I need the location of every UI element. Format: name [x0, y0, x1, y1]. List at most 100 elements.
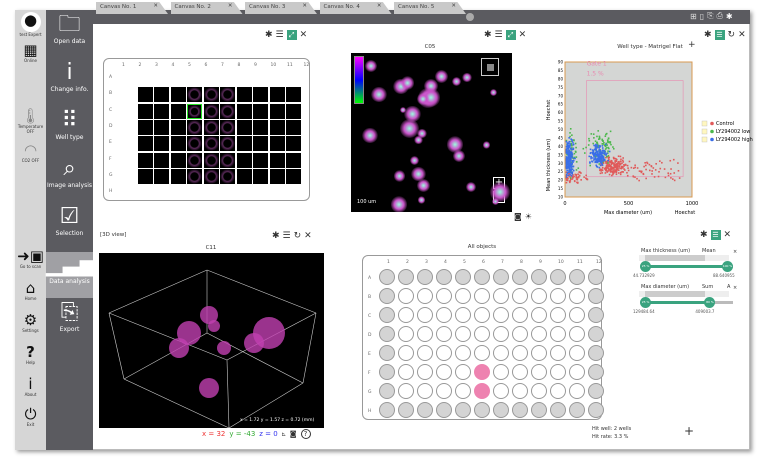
well[interactable] — [550, 345, 566, 361]
well[interactable] — [569, 383, 585, 399]
3d-view[interactable] — [99, 253, 324, 428]
well-thumbnail[interactable] — [187, 152, 202, 168]
well[interactable] — [550, 269, 566, 285]
nav-image-analysis[interactable]: ⌕ Image analysis — [46, 156, 93, 202]
well-thumbnail[interactable] — [269, 87, 285, 103]
list-icon[interactable]: ☰ — [282, 231, 291, 241]
fit-icon[interactable]: ⤢ — [505, 30, 516, 40]
well[interactable] — [474, 402, 490, 418]
well-thumbnail[interactable] — [187, 87, 202, 103]
fit-icon[interactable]: ⤢ — [286, 30, 297, 40]
well[interactable] — [455, 402, 471, 418]
well-thumbnail[interactable] — [170, 87, 186, 103]
horizontal-scrollbar[interactable] — [639, 255, 729, 261]
well[interactable] — [398, 288, 414, 304]
well[interactable] — [588, 364, 604, 380]
well[interactable] — [417, 307, 433, 323]
well-thumbnail[interactable] — [236, 87, 252, 103]
well-thumbnail[interactable] — [203, 136, 219, 152]
help-button[interactable]: ? Help — [15, 344, 46, 365]
refresh-icon[interactable]: ↻ — [727, 30, 736, 40]
well[interactable] — [379, 345, 395, 361]
gear-icon[interactable]: ✱ — [704, 30, 712, 40]
help-button[interactable]: ? — [300, 429, 311, 439]
well[interactable] — [493, 288, 509, 304]
well-thumbnail[interactable] — [236, 168, 252, 184]
well-thumbnail[interactable] — [154, 119, 169, 135]
well-thumbnail[interactable] — [137, 87, 153, 103]
well[interactable] — [493, 364, 509, 380]
well[interactable] — [569, 345, 585, 361]
filter-stat-dropdown[interactable]: Sum — [702, 284, 714, 290]
well[interactable] — [531, 402, 547, 418]
well-thumbnail[interactable] — [253, 119, 268, 135]
print-icon[interactable]: ⎙ — [716, 11, 723, 20]
tab-canvas-5[interactable]: Canvas No. 5 ✕ — [394, 2, 466, 14]
list-icon[interactable]: ☰ — [275, 30, 284, 40]
well-thumbnail[interactable] — [253, 103, 268, 119]
document-icon[interactable]: ▯ — [699, 11, 705, 21]
well[interactable] — [512, 326, 528, 342]
well-thumbnail[interactable] — [154, 168, 169, 184]
well-thumbnail[interactable] — [286, 119, 301, 135]
well[interactable] — [550, 307, 566, 323]
well-thumbnail[interactable] — [203, 168, 219, 184]
well[interactable] — [417, 345, 433, 361]
well-thumbnail[interactable] — [203, 87, 219, 103]
well-thumbnail[interactable] — [170, 136, 186, 152]
well[interactable] — [531, 307, 547, 323]
exit-button[interactable]: ⏻ Exit — [15, 406, 46, 427]
well[interactable] — [550, 402, 566, 418]
about-button[interactable]: i About — [15, 376, 46, 397]
well-thumbnail[interactable] — [220, 103, 235, 119]
well-thumbnail[interactable] — [269, 168, 285, 184]
export-icon[interactable]: ⎘ — [707, 11, 714, 20]
camera-icon[interactable]: ◙ — [514, 212, 522, 221]
well[interactable] — [512, 345, 528, 361]
well-thumbnail[interactable] — [203, 119, 219, 135]
well-thumbnail[interactable] — [286, 168, 301, 184]
close-icon[interactable]: ✕ — [518, 30, 527, 40]
well-thumbnail[interactable] — [154, 136, 169, 152]
well-thumbnail[interactable] — [236, 136, 252, 152]
well-thumbnail[interactable] — [286, 152, 301, 168]
close-icon[interactable]: ✕ — [376, 3, 382, 9]
well-thumbnail[interactable] — [154, 103, 169, 119]
list-icon[interactable]: ☰ — [494, 30, 503, 40]
well[interactable] — [436, 364, 452, 380]
close-icon[interactable]: ✕ — [723, 230, 732, 240]
well[interactable] — [493, 383, 509, 399]
well[interactable] — [436, 402, 452, 418]
well-thumbnail[interactable] — [220, 136, 235, 152]
go-to-scan-button[interactable]: ➜▣ Go to scan — [15, 248, 46, 269]
well[interactable] — [474, 326, 490, 342]
close-icon[interactable]: × — [733, 249, 738, 255]
well[interactable] — [398, 326, 414, 342]
well[interactable] — [588, 288, 604, 304]
range-slider-high-handle[interactable]: 80 % — [704, 297, 716, 308]
well[interactable] — [417, 288, 433, 304]
well[interactable] — [379, 364, 395, 380]
close-icon[interactable]: ✕ — [299, 30, 308, 40]
well[interactable] — [512, 364, 528, 380]
well-thumbnail[interactable] — [170, 152, 186, 168]
well[interactable] — [588, 345, 604, 361]
nav-change-info-[interactable]: i Change info. — [46, 60, 93, 106]
well-thumbnail[interactable] — [220, 119, 235, 135]
well[interactable] — [398, 269, 414, 285]
well[interactable] — [531, 383, 547, 399]
well[interactable] — [569, 402, 585, 418]
tab-canvas-4[interactable]: Canvas No. 4 ✕ — [319, 2, 392, 14]
well[interactable] — [379, 383, 395, 399]
grid-icon[interactable]: ⊞ — [690, 11, 697, 21]
close-icon[interactable]: ✕ — [302, 3, 307, 9]
home-button[interactable]: ⌂ Home — [15, 280, 46, 301]
well-thumbnail[interactable] — [154, 152, 169, 168]
well-thumbnail[interactable] — [236, 119, 252, 135]
well[interactable] — [493, 269, 509, 285]
well[interactable] — [569, 307, 585, 323]
well-thumbnail[interactable] — [253, 152, 268, 168]
list-icon[interactable]: ☰ — [714, 30, 725, 40]
well-thumbnail[interactable] — [286, 103, 301, 119]
legend-checkbox[interactable] — [701, 136, 708, 143]
